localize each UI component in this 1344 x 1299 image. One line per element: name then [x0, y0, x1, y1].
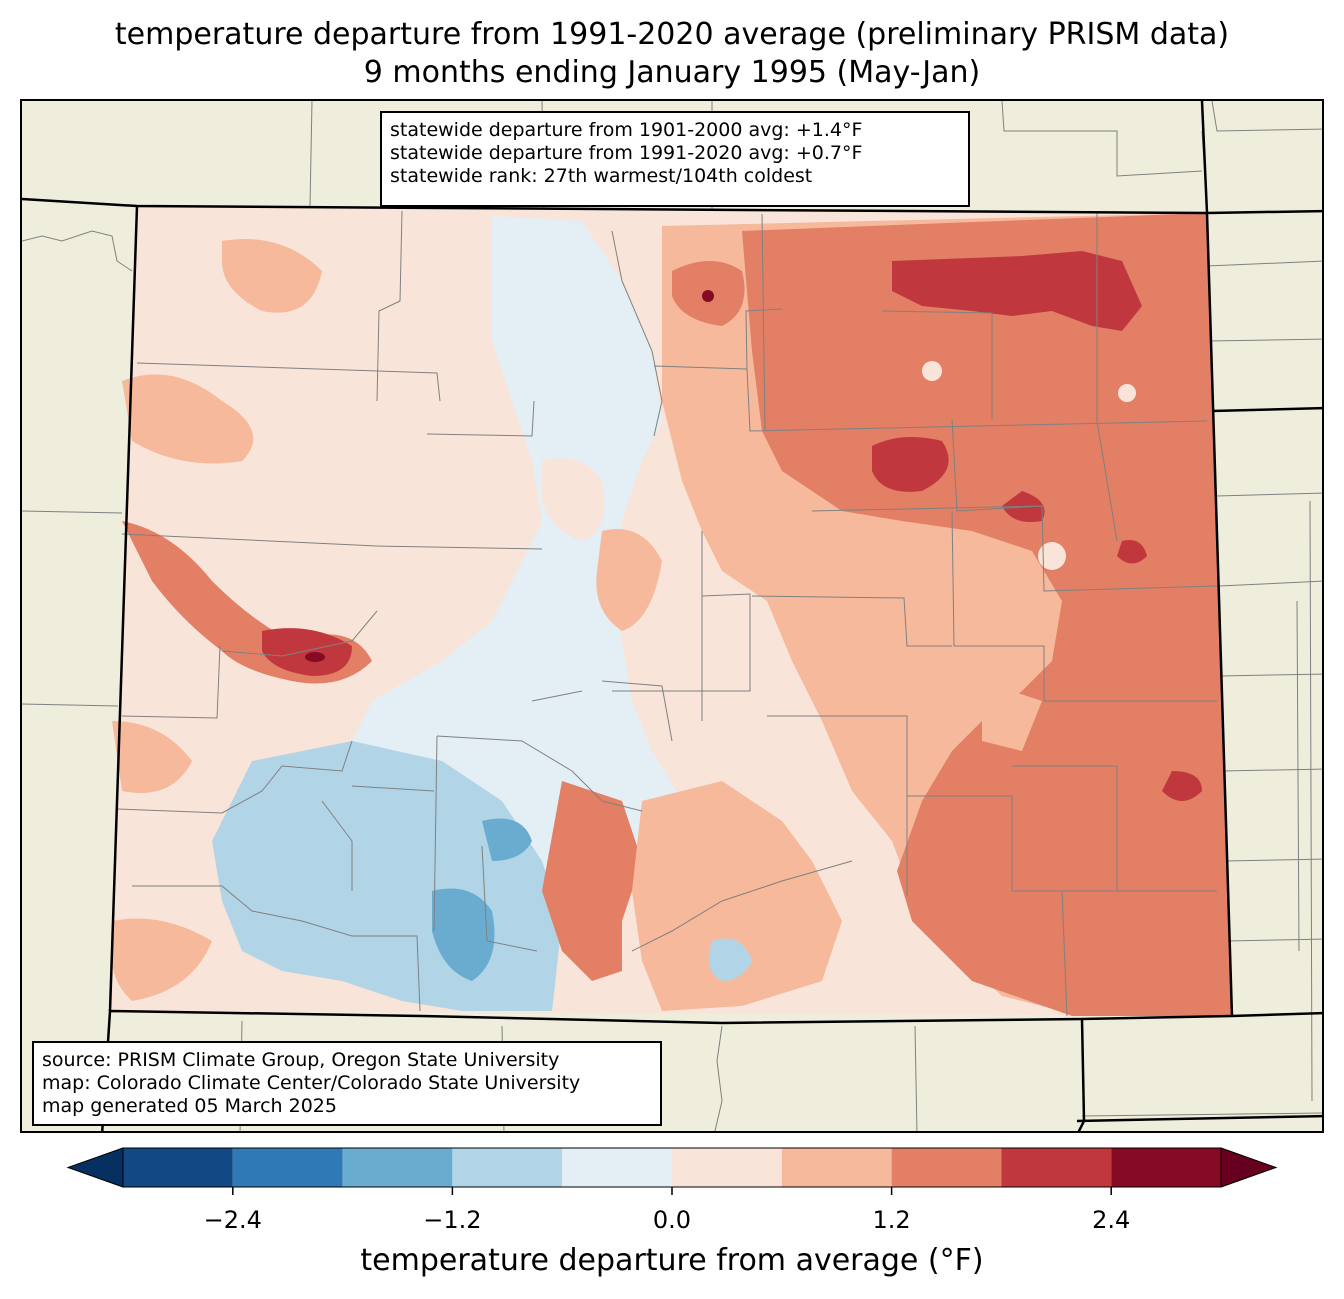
- colorbar-bin: [1111, 1148, 1221, 1187]
- colorbar-bin: [891, 1148, 1002, 1187]
- colorbar-bin: [1001, 1148, 1112, 1187]
- map-frame: statewide departure from 1901-2000 avg: …: [20, 99, 1324, 1133]
- colorado-map: [22, 101, 1322, 1131]
- tick-label: −1.2: [423, 1206, 482, 1234]
- tick-label: 1.2: [872, 1206, 911, 1234]
- colorbar-ticks: [232, 1187, 1112, 1195]
- colorbar-bin: [342, 1148, 453, 1187]
- colorbar-bin: [781, 1148, 892, 1187]
- map-generated-line: map generated 05 March 2025: [42, 1095, 337, 1117]
- colorbar-bin: [672, 1148, 782, 1187]
- statewide-stats-box: statewide departure from 1901-2000 avg: …: [380, 111, 970, 207]
- colorbar-bin: [562, 1148, 672, 1187]
- county-lines: [116, 210, 1218, 1017]
- source-box: source: PRISM Climate Group, Oregon Stat…: [32, 1041, 662, 1126]
- tick-label: −2.4: [203, 1206, 262, 1234]
- stats-rank: statewide rank: 27th warmest/104th colde…: [390, 165, 813, 187]
- source-line: source: PRISM Climate Group, Oregon Stat…: [42, 1049, 560, 1071]
- tick-label: 0.0: [652, 1206, 692, 1234]
- stats-departure-1991-2020: statewide departure from 1991-2020 avg: …: [390, 142, 863, 164]
- state-borders: [22, 101, 1322, 1131]
- stats-departure-1901-2000: statewide departure from 1901-2000 avg: …: [390, 119, 863, 141]
- colorbar-over-extension: [1220, 1147, 1278, 1188]
- colorbar-bins: [66, 1147, 1278, 1188]
- map-credit-line: map: Colorado Climate Center/Colorado St…: [42, 1072, 581, 1094]
- colorbar: [66, 1147, 1278, 1195]
- map-title-line2: 9 months ending January 1995 (May-Jan): [363, 55, 981, 90]
- colorbar-bin: [123, 1148, 233, 1187]
- tick-label: 2.4: [1092, 1206, 1131, 1234]
- colorbar-bin: [452, 1148, 563, 1187]
- colorado-temperature-field: [110, 206, 1232, 1016]
- colorbar-under-extension: [66, 1147, 124, 1188]
- colorbar-bin: [232, 1148, 343, 1187]
- colorbar-label: temperature departure from average (°F): [360, 1243, 984, 1278]
- map-title-line1: temperature departure from 1991-2020 ave…: [114, 17, 1230, 52]
